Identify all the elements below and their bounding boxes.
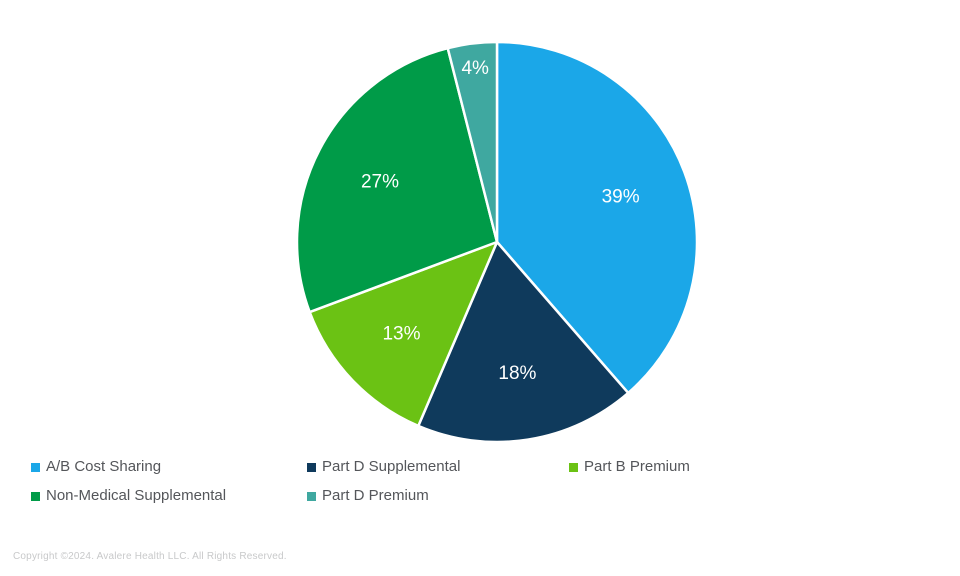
legend-label-part-b-premium: Part B Premium bbox=[584, 458, 690, 475]
pie-slice-value-label: 27% bbox=[361, 171, 399, 192]
legend-item-non-medical-supplemental: Non-Medical Supplemental bbox=[31, 487, 226, 505]
legend-item-part-b-premium: Part B Premium bbox=[569, 458, 690, 476]
legend-item-part-d-supplemental: Part D Supplemental bbox=[307, 458, 460, 476]
copyright-text: Copyright ©2024. Avalere Health LLC. All… bbox=[13, 551, 287, 562]
legend-label-non-medical-supplemental: Non-Medical Supplemental bbox=[46, 487, 227, 504]
legend-item-ab-cost-sharing: A/B Cost Sharing bbox=[31, 458, 161, 476]
legend-swatch-part-b-premium bbox=[569, 462, 578, 472]
pie-slice bbox=[308, 240, 499, 428]
pie-slice-value-label: 4% bbox=[461, 58, 489, 79]
legend-swatch-part-d-premium bbox=[307, 491, 316, 501]
pie-slice-value-label: 18% bbox=[498, 363, 536, 384]
legend-swatch-non-medical-supplemental bbox=[31, 491, 40, 501]
pie-slice-value-label: 13% bbox=[382, 324, 420, 345]
pie-slice bbox=[295, 46, 499, 314]
pie-slice bbox=[495, 40, 699, 395]
legend-swatch-ab-cost-sharing bbox=[31, 462, 40, 472]
pie-chart: 39% 18% 13% 27% 4% bbox=[295, 40, 699, 444]
legend-label-ab-cost-sharing: A/B Cost Sharing bbox=[46, 458, 162, 475]
pie-slice-labels: 39% 18% 13% 27% 4% bbox=[361, 58, 640, 384]
legend-label-part-d-supplemental: Part D Supplemental bbox=[322, 458, 461, 475]
legend-label-part-d-premium: Part D Premium bbox=[322, 487, 429, 504]
legend-swatch-part-d-supplemental bbox=[307, 462, 316, 472]
pie-slice-value-label: 39% bbox=[602, 186, 640, 207]
pie-slice bbox=[446, 40, 499, 244]
pie-slice bbox=[417, 240, 630, 444]
legend-item-part-d-premium: Part D Premium bbox=[307, 487, 429, 505]
pie-slices bbox=[295, 40, 699, 444]
